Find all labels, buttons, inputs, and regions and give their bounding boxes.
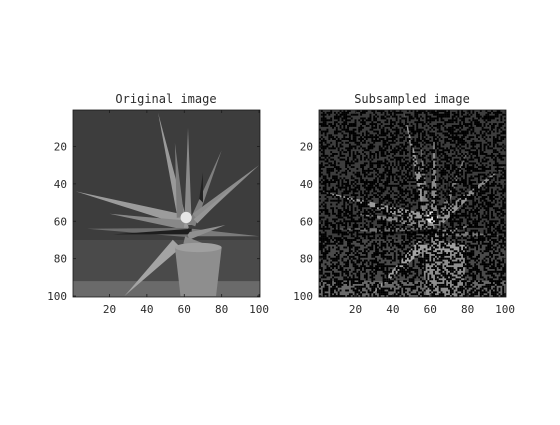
x-tick-label: 60 [178,303,191,316]
original-image-panel: Original image 20 40 60 80 100 20 40 60 80 100 [47,92,269,316]
subsampled-image [319,110,506,298]
pot [175,247,222,296]
original-image [73,110,260,298]
y-tick-label: 100 [47,290,67,303]
y-tick-label: 60 [300,215,313,228]
x-tick-label: 20 [103,303,116,316]
y-tick-label: 20 [54,140,67,153]
y-tick-label: 80 [54,253,67,266]
x-tick-label: 40 [386,303,399,316]
y-tick-label: 80 [300,253,313,266]
x-tick-label: 20 [349,303,362,316]
x-tick-label: 80 [461,303,474,316]
y-tick-label: 40 [300,178,313,191]
y-tick-label: 100 [293,290,313,303]
y-tick-label: 60 [54,215,67,228]
x-tick-label: 100 [249,303,269,316]
x-tick-label: 80 [215,303,228,316]
x-tick-label: 100 [495,303,515,316]
y-tick-label: 40 [54,178,67,191]
panel-title: Original image [115,92,216,106]
subsampled-image-panel: Subsampled image 20 40 60 80 100 20 40 60 80 100 [293,92,515,316]
y-tick-label: 20 [300,140,313,153]
x-tick-label: 60 [424,303,437,316]
x-tick-label: 40 [140,303,153,316]
panel-title: Subsampled image [354,92,470,106]
